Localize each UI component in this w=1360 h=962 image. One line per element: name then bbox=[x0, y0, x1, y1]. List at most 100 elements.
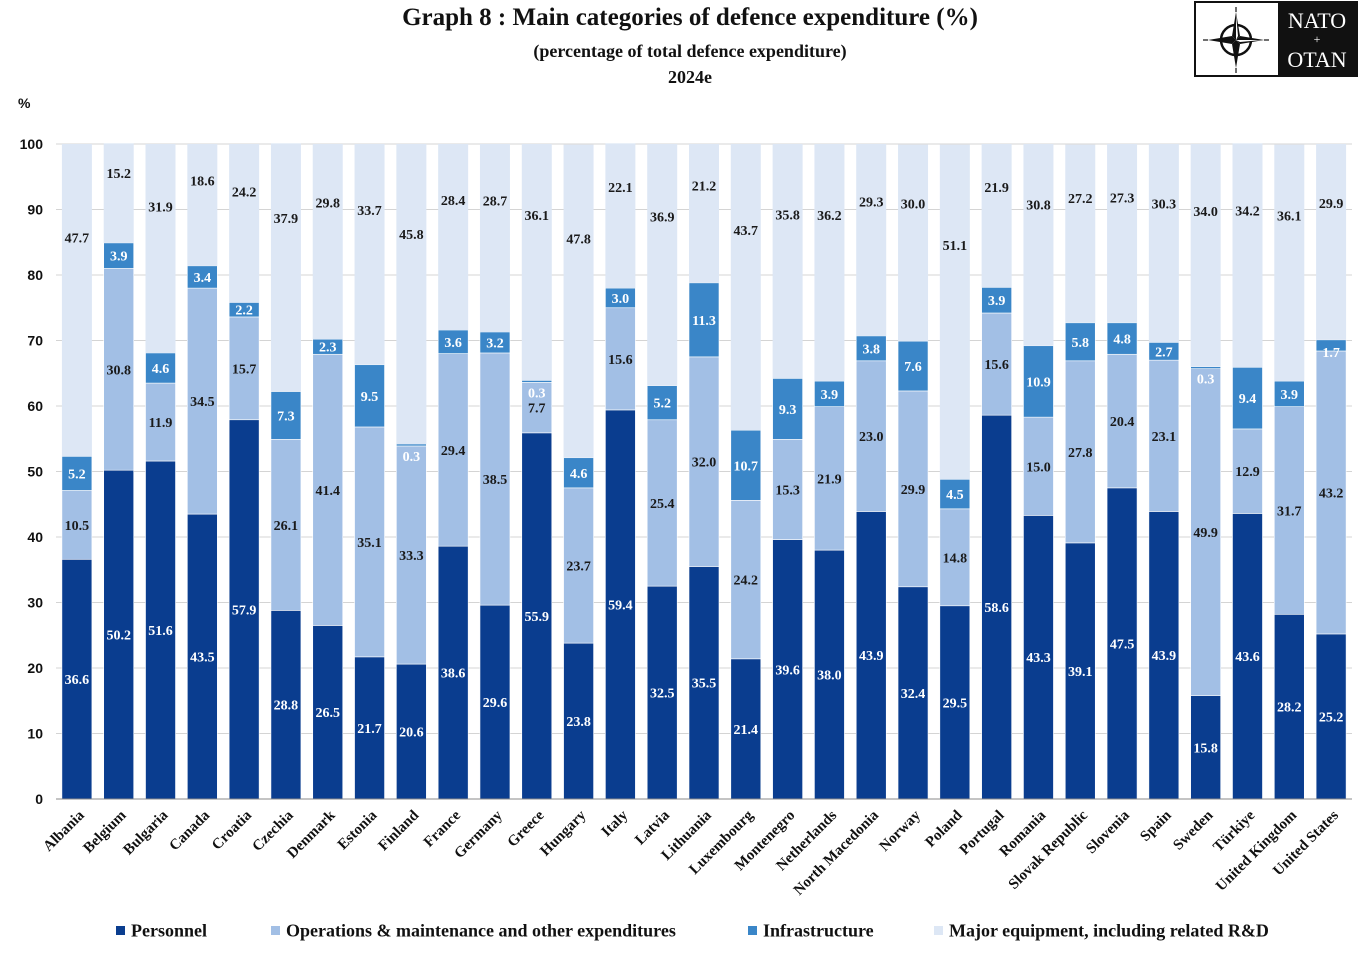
value-label-infrastructure-france: 3.6 bbox=[444, 336, 462, 351]
value-label-personnel-hungary: 23.8 bbox=[566, 715, 591, 730]
x-tick-label-hungary: Hungary bbox=[537, 807, 589, 859]
x-tick-label-croatia: Croatia bbox=[209, 807, 255, 853]
value-label-operations-romania: 15.0 bbox=[1026, 460, 1051, 475]
x-tick-label-sweden: Sweden bbox=[1170, 807, 1217, 854]
value-label-personnel-greece: 55.9 bbox=[525, 610, 550, 625]
bar-equipment-slovenia bbox=[1107, 144, 1138, 323]
chart-title: Graph 8 : Main categories of defence exp… bbox=[402, 4, 978, 31]
bar-equipment-czechia bbox=[270, 143, 301, 392]
value-label-infrastructure-sweden: 0.3 bbox=[1197, 373, 1215, 388]
legend-item-personnel: Personnel bbox=[116, 919, 207, 941]
value-label-equipment-belgium: 15.2 bbox=[106, 167, 131, 182]
bar-personnel-north-macedonia bbox=[855, 511, 887, 800]
bar-personnel-netherlands bbox=[814, 549, 845, 800]
value-label-equipment-slovenia: 27.3 bbox=[1110, 192, 1135, 207]
value-label-operations-czechia: 26.1 bbox=[274, 519, 299, 534]
bar-infrastructure-estonia bbox=[354, 364, 385, 428]
bar-operations-sweden bbox=[1190, 368, 1221, 696]
value-label-operations-greece: 7.7 bbox=[528, 402, 546, 417]
y-tick-label-100: 100 bbox=[20, 136, 44, 152]
bar-infrastructure-montenegro bbox=[772, 378, 803, 440]
value-label-infrastructure-estonia: 9.5 bbox=[361, 390, 379, 405]
bar-personnel-slovenia bbox=[1106, 487, 1138, 800]
bar-personnel-montenegro bbox=[772, 539, 803, 800]
bar-personnel-sweden bbox=[1190, 695, 1221, 800]
value-label-equipment-finland: 45.8 bbox=[399, 228, 424, 243]
value-label-equipment-germany: 28.7 bbox=[483, 194, 508, 209]
value-label-infrastructure-belgium: 3.9 bbox=[110, 250, 128, 265]
value-label-operations-hungary: 23.7 bbox=[566, 559, 591, 574]
x-tick-label-slovenia: Slovenia bbox=[1083, 807, 1133, 857]
value-label-infrastructure-finland: 0.3 bbox=[403, 450, 421, 465]
value-label-infrastructure-poland: 4.5 bbox=[946, 488, 964, 503]
bar-operations-latvia bbox=[646, 419, 678, 587]
bar-personnel-czechia bbox=[270, 610, 302, 800]
bar-infrastructure-latvia bbox=[646, 385, 678, 421]
x-tick-label-finland: Finland bbox=[375, 807, 422, 854]
value-label-operations-united-states: 43.2 bbox=[1319, 486, 1344, 501]
value-label-equipment-norway: 30.0 bbox=[901, 198, 926, 213]
bar-infrastructure-portugal bbox=[981, 287, 1012, 314]
bar-equipment-croatia bbox=[229, 144, 260, 303]
bar-operations-montenegro bbox=[772, 439, 803, 540]
value-label-personnel-montenegro: 39.6 bbox=[775, 663, 800, 678]
bar-operations-czechia bbox=[270, 439, 302, 611]
bar-operations-spain bbox=[1148, 359, 1180, 512]
value-label-infrastructure-slovenia: 4.8 bbox=[1113, 333, 1131, 348]
bar-personnel-germany bbox=[479, 604, 511, 800]
value-label-personnel-slovenia: 47.5 bbox=[1110, 637, 1135, 652]
value-label-equipment-czechia: 37.9 bbox=[274, 212, 299, 227]
value-label-personnel-poland: 29.5 bbox=[943, 696, 968, 711]
value-label-personnel-latvia: 32.5 bbox=[650, 687, 675, 702]
bar-equipment-spain bbox=[1148, 144, 1179, 343]
x-tick-label-latvia: Latvia bbox=[632, 807, 673, 848]
bar-personnel-croatia bbox=[228, 419, 260, 800]
value-label-operations-france: 29.4 bbox=[441, 444, 466, 459]
bar-operations-north-macedonia bbox=[855, 360, 887, 512]
value-label-infrastructure-albania: 5.2 bbox=[68, 467, 86, 482]
value-label-operations-bulgaria: 11.9 bbox=[149, 416, 173, 431]
bar-personnel-canada bbox=[187, 513, 218, 800]
value-label-infrastructure-germany: 3.2 bbox=[486, 336, 504, 351]
value-label-operations-lithuania: 32.0 bbox=[692, 456, 717, 471]
value-label-personnel-germany: 29.6 bbox=[483, 696, 508, 711]
value-label-infrastructure-turkiye: 9.4 bbox=[1239, 392, 1257, 407]
value-label-infrastructure-greece: 0.3 bbox=[528, 386, 546, 401]
value-label-personnel-finland: 20.6 bbox=[399, 726, 424, 741]
bar-infrastructure-netherlands bbox=[814, 380, 845, 407]
value-label-infrastructure-croatia: 2.2 bbox=[235, 304, 253, 319]
value-label-equipment-albania: 47.7 bbox=[65, 232, 90, 247]
value-label-operations-slovak-republic: 27.8 bbox=[1068, 446, 1093, 461]
value-label-operations-finland: 33.3 bbox=[399, 549, 424, 564]
bar-equipment-finland bbox=[396, 144, 427, 444]
bar-operations-norway bbox=[897, 390, 929, 588]
value-label-personnel-bulgaria: 51.6 bbox=[148, 624, 173, 639]
bar-equipment-turkiye bbox=[1232, 143, 1263, 368]
bar-operations-estonia bbox=[354, 426, 385, 658]
bar-equipment-slovak-republic bbox=[1065, 144, 1096, 323]
value-label-personnel-united-kingdom: 28.2 bbox=[1277, 701, 1302, 716]
value-label-equipment-estonia: 33.7 bbox=[357, 204, 382, 219]
bar-personnel-portugal bbox=[981, 414, 1012, 800]
bar-infrastructure-turkiye bbox=[1232, 367, 1263, 430]
bar-operations-canada bbox=[187, 287, 218, 515]
value-label-equipment-denmark: 29.8 bbox=[315, 197, 340, 212]
bar-operations-france bbox=[437, 353, 469, 547]
value-label-operations-portugal: 15.6 bbox=[984, 358, 1009, 373]
bar-personnel-united-kingdom bbox=[1273, 613, 1305, 800]
nato-logo: NATO + OTAN bbox=[1194, 1, 1358, 77]
value-label-equipment-italy: 22.1 bbox=[608, 181, 633, 196]
value-label-equipment-greece: 36.1 bbox=[525, 209, 550, 224]
bars-layer bbox=[61, 143, 1347, 800]
value-label-equipment-poland: 51.1 bbox=[943, 239, 968, 254]
y-axis-unit-label: % bbox=[18, 95, 31, 111]
y-tick-label-20: 20 bbox=[27, 660, 43, 676]
x-tick-label-albania: Albania bbox=[40, 807, 88, 855]
bar-personnel-bulgaria bbox=[145, 460, 176, 800]
value-label-personnel-belgium: 50.2 bbox=[106, 629, 131, 644]
value-label-infrastructure-italy: 3.0 bbox=[612, 292, 630, 307]
value-label-personnel-lithuania: 35.5 bbox=[692, 677, 717, 692]
y-tick-label-60: 60 bbox=[27, 398, 43, 414]
bar-operations-portugal bbox=[981, 312, 1012, 416]
